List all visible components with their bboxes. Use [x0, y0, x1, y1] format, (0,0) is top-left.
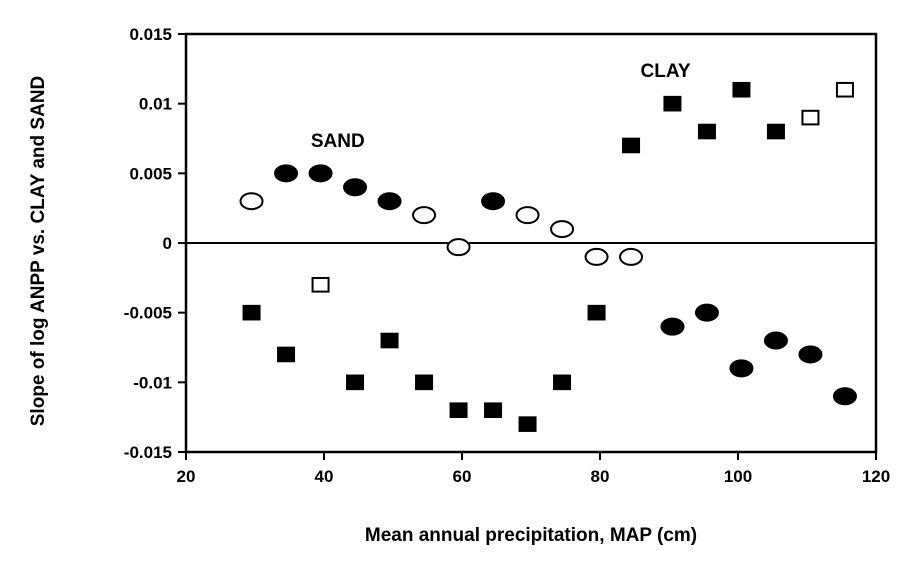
y-tick-label: 0.015: [129, 25, 172, 44]
y-tick-label: 0: [163, 234, 172, 253]
open-square-clay-point: [311, 277, 330, 293]
filled-circle-sand-point: [798, 345, 823, 364]
x-tick-label: 100: [724, 467, 752, 486]
x-tick-label: 20: [177, 467, 196, 486]
filled-circle-sand-point: [694, 303, 719, 322]
annotations: SAND CLAY: [311, 61, 691, 152]
y-tick-label: 0.005: [129, 164, 172, 183]
x-tick-label: 60: [453, 467, 472, 486]
x-tick-label: 40: [315, 467, 334, 486]
open-circle-sand-point: [446, 238, 471, 257]
y-axis-title: Slope of log ANPP vs. CLAY and SAND: [28, 76, 49, 427]
filled-square-clay-point: [663, 95, 682, 112]
x-axis-title: Mean annual precipitation, MAP (cm): [365, 525, 697, 546]
annotation-clay: CLAY: [641, 61, 691, 82]
filled-square-clay-point: [766, 123, 785, 140]
filled-square-clay-point: [277, 346, 296, 363]
filled-circle-sand-point: [660, 317, 685, 336]
y-tick-label: -0.005: [124, 304, 172, 323]
filled-circle-sand-point: [343, 178, 368, 197]
filled-circle-sand-point: [481, 192, 506, 211]
filled-circle-sand-point: [274, 164, 299, 183]
filled-square-clay-point: [449, 402, 468, 418]
filled-square-clay-point: [415, 374, 434, 391]
filled-square-clay-point: [518, 416, 537, 432]
annotation-sand: SAND: [311, 131, 365, 152]
filled-circle-sand-point: [832, 387, 857, 406]
filled-square-clay-point: [587, 304, 606, 321]
filled-circle-sand-point: [763, 331, 788, 350]
y-tick-label: -0.01: [133, 373, 172, 392]
filled-square-clay-point: [697, 123, 716, 140]
filled-square-clay-point: [380, 332, 399, 349]
filled-circle-sand-point: [308, 164, 333, 183]
y-tick-label: -0.015: [124, 443, 172, 462]
axes: [178, 32, 878, 460]
open-circle-sand-point: [239, 192, 264, 211]
filled-square-clay-point: [484, 402, 503, 418]
filled-square-clay-point: [346, 374, 365, 391]
y-tick-labels: -0.015 -0.01 -0.005 0 0.005 0.01 0.015: [124, 25, 172, 462]
open-circle-sand-point: [584, 247, 609, 266]
filled-square-clay-point: [732, 81, 751, 98]
x-tick-label: 80: [591, 467, 610, 486]
open-circle-sand-point: [412, 206, 437, 225]
data-points: [239, 81, 857, 432]
open-circle-sand-point: [515, 206, 540, 225]
open-square-clay-point: [801, 109, 820, 126]
filled-square-clay-point: [242, 304, 261, 321]
filled-square-clay-point: [553, 374, 572, 391]
x-tick-label: 120: [862, 467, 890, 486]
filled-circle-sand-point: [377, 192, 402, 211]
filled-circle-sand-point: [729, 359, 754, 378]
open-circle-sand-point: [619, 247, 644, 266]
filled-square-clay-point: [622, 137, 641, 154]
open-circle-sand-point: [550, 220, 575, 239]
open-square-clay-point: [835, 81, 854, 98]
x-tick-labels: 20 40 60 80 100 120: [177, 467, 891, 486]
y-tick-label: 0.01: [139, 95, 172, 114]
